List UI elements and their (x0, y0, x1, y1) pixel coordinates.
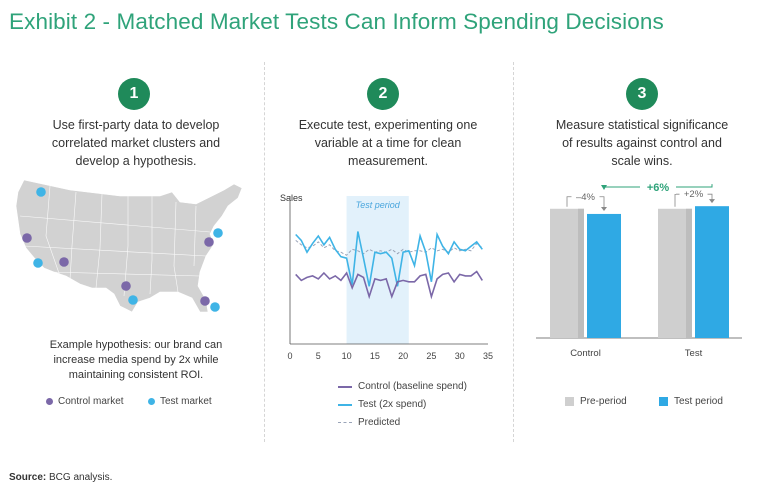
predicted-series-line (295, 240, 483, 256)
testperiod-bar (587, 213, 621, 338)
test-market-marker (210, 302, 220, 312)
column-divider-2 (513, 62, 514, 442)
hypothesis-line-1: Example hypothesis: our brand can (49, 339, 223, 351)
test-period-label: Test period (356, 200, 401, 210)
x-tick-label: 15 (370, 351, 380, 361)
hypothesis-line-2: increase media spend by 2x while (53, 354, 219, 366)
map-legend-control-label: Control market (58, 396, 124, 407)
x-tick-label: 30 (455, 351, 465, 361)
step-1-badge: 1 (118, 78, 150, 110)
category-label: Control (570, 348, 601, 359)
line-legend-predicted-label: Predicted (358, 417, 401, 428)
map-legend-test: Test market (148, 396, 212, 407)
line-legend-control-label: Control (baseline spend) (358, 381, 467, 392)
step-3-badge: 3 (626, 78, 658, 110)
test-dot-icon (148, 398, 155, 405)
step-2-line-3: measurement. (348, 154, 428, 168)
control-market-marker (121, 281, 131, 291)
difference-label: +6% (647, 182, 670, 194)
step-3-line-2: of results against control and (562, 136, 722, 150)
step-3-description: Measure statistical significance of resu… (518, 116, 766, 170)
arrow-down-icon (601, 184, 607, 190)
test-period-shade (346, 196, 409, 344)
change-label-bg (571, 189, 600, 203)
change-label-bg (679, 187, 708, 201)
source-text: BCG analysis. (49, 472, 113, 483)
step-1-line-2: correlated market clusters and (51, 136, 221, 150)
control-market-marker (59, 257, 69, 267)
test-market-marker (213, 228, 223, 238)
control-market-marker (200, 296, 210, 306)
change-label: –4% (576, 192, 596, 203)
category-label: Test (685, 348, 703, 359)
bar-legend-preperiod: Pre-period (565, 396, 627, 407)
step-1-description: Use first-party data to develop correlat… (14, 116, 258, 170)
preperiod-swatch (565, 397, 574, 406)
hypothesis-line-3: maintaining consistent ROI. (68, 369, 204, 381)
testperiod-swatch (659, 397, 668, 406)
source-note: Source: BCG analysis. (9, 472, 112, 483)
x-tick-label: 10 (342, 351, 352, 361)
step-2-line-2: variable at a time for clean (314, 136, 462, 150)
test-market-marker (36, 187, 46, 197)
sales-line-chart: Test period Sales 0 5 10 15 20 25 30 35 (280, 193, 493, 361)
column-divider-1 (264, 62, 265, 442)
testperiod-bar (695, 206, 729, 338)
change-label: +2% (684, 189, 704, 200)
test-market-marker (33, 258, 43, 268)
line-legend-control: Control (baseline spend) (338, 381, 467, 392)
preperiod-bar-shade (686, 208, 692, 338)
map-legend-test-label: Test market (160, 396, 212, 407)
exhibit-title: Exhibit 2 - Matched Market Tests Can Inf… (9, 9, 664, 34)
test-series-line (295, 231, 483, 287)
x-tick-label: 5 (316, 351, 321, 361)
step-2-badge: 2 (367, 78, 399, 110)
control-line-swatch (338, 385, 352, 388)
line-legend-test: Test (2x spend) (338, 399, 426, 410)
step-3-line-3: scale wins. (611, 154, 673, 168)
difference-label-bg (640, 179, 676, 194)
x-tick-label: 0 (287, 351, 292, 361)
step-1-line-3: develop a hypothesis. (75, 154, 197, 168)
bar-legend-testperiod: Test period (659, 396, 723, 407)
arrow-down-icon (709, 199, 715, 204)
control-market-marker (204, 237, 214, 247)
preperiod-bar-shade (578, 208, 584, 338)
line-legend-test-label: Test (2x spend) (358, 399, 427, 410)
us-map-shape (15, 179, 243, 313)
step-1-line-1: Use first-party data to develop (52, 118, 220, 132)
bar-legend-preperiod-label: Pre-period (580, 396, 627, 407)
source-label: Source: (9, 472, 47, 483)
map-legend-control: Control market (46, 396, 124, 407)
us-map (15, 179, 243, 313)
test-market-marker (128, 295, 138, 305)
control-market-marker (22, 233, 32, 243)
example-hypothesis: Example hypothesis: our brand can increa… (22, 338, 250, 383)
sales-axis-label: Sales (280, 193, 303, 203)
control-series-line (295, 270, 483, 300)
step-2-description: Execute test, experimenting one variable… (266, 116, 510, 170)
line-legend-predicted: Predicted (338, 417, 400, 428)
x-tick-label: 25 (426, 351, 436, 361)
x-tick-label: 35 (483, 351, 493, 361)
step-2-line-1: Execute test, experimenting one (298, 118, 478, 132)
significance-bar-chart: Control Test –4% +2% +6% (536, 179, 742, 359)
x-tick-label: 20 (398, 351, 408, 361)
predicted-line-swatch (338, 422, 352, 423)
bar-legend-testperiod-label: Test period (674, 396, 723, 407)
step-3-line-1: Measure statistical significance (555, 118, 729, 132)
control-dot-icon (46, 398, 53, 405)
arrow-down-icon (601, 206, 607, 211)
test-line-swatch (338, 403, 352, 406)
